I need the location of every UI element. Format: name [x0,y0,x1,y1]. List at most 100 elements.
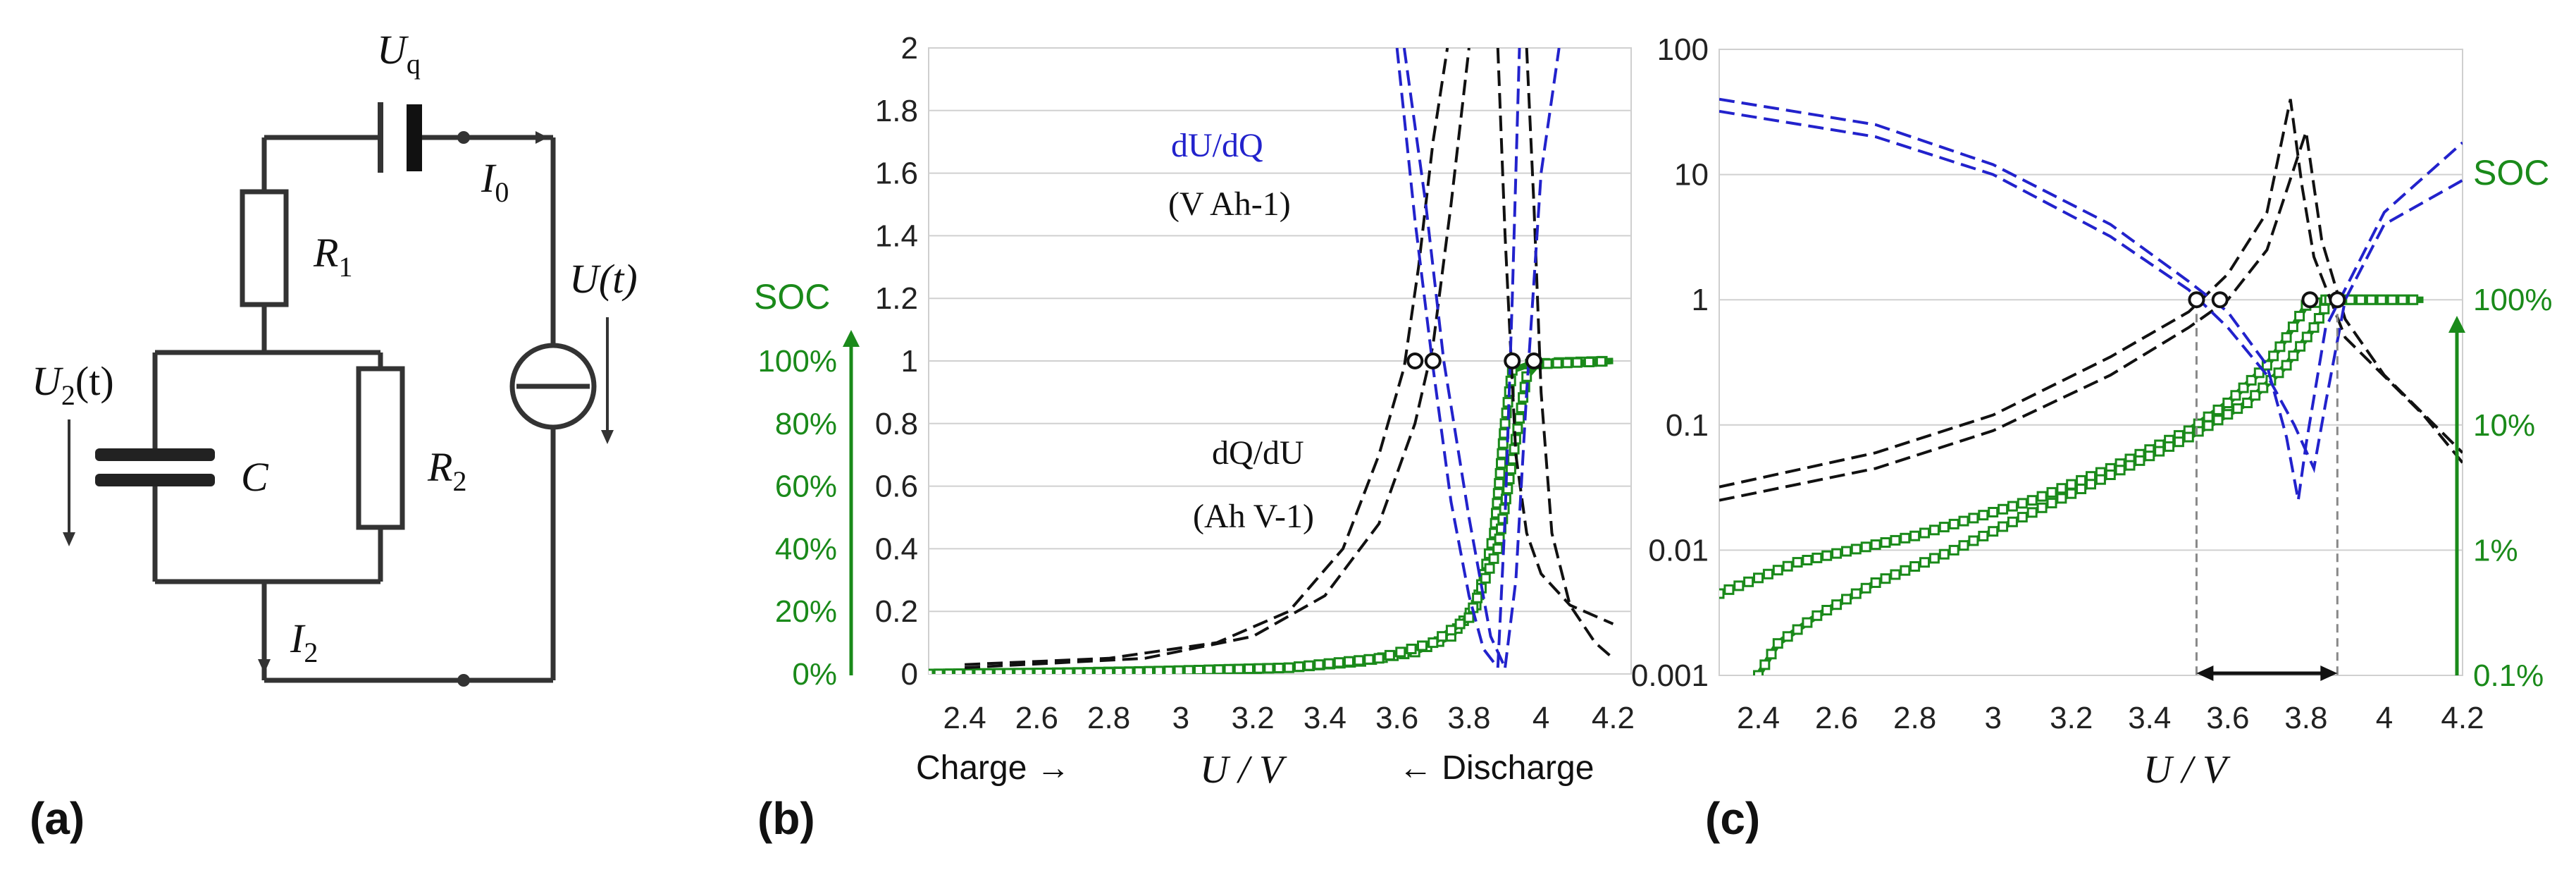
chart-b-soc-marker [1033,668,1044,674]
chart-b-charge-label: Charge → [916,749,1070,787]
node-dot [457,131,470,144]
chart-c-soc-marker [2222,398,2234,408]
chart-b-soc-marker [1561,357,1573,369]
chart-c-xtick-label: 3.2 [2050,701,2093,735]
chart-b-soc-marker [1023,668,1034,674]
chart-c-soc-marker [2258,382,2269,393]
chart-c-soc-marker [1988,507,1999,517]
chart-b-ytick-label: 1.4 [875,219,918,253]
chart-b-soc-marker [1354,655,1365,666]
voltage-arrowhead-u2 [63,532,75,546]
chart-b-xtick-label: 3.6 [1375,701,1418,735]
chart-b-soc-marker [1083,667,1094,674]
chart-c-soc-marker [2355,294,2367,305]
panel-label-c: (c) [1705,793,1760,844]
chart-b-soc-marker [1223,663,1234,674]
chart-b-ytick-label: 0 [901,657,918,692]
chart-c-soc-marker [2386,294,2398,305]
chart-c-soc-marker [2164,441,2175,452]
chart-c-soc-marker [1753,670,1764,675]
chart-c-soc-marker [2173,436,2184,448]
chart-c-soc-marker [2105,470,2116,480]
chart-b-soc-marker [1373,653,1385,664]
chart-c-soc-marker [1880,573,1891,584]
chart-c-soc-marker [2281,360,2292,371]
chart-b-soc-marker [1494,467,1506,479]
chart-b-xtick-label: 4.2 [1592,701,1635,735]
chart-c-soc-marker [1821,605,1833,615]
chart-b-annot-dqdu: dQ/dU [1212,434,1304,472]
node-dot [457,674,470,687]
chart-b-soc-marker [1488,553,1499,564]
chart-c-soc-marker [1919,557,1930,568]
chart-c-soc-marker [1753,572,1764,584]
chart-c-soc-marker [1759,659,1771,670]
chart-c-soc-marker [1802,555,1813,565]
chart-c-soc-marker [2242,398,2253,408]
chart-c-xtick-label: 2.6 [1815,701,1858,735]
chart-b-soc-marker [1063,667,1075,674]
chart-c-soc-marker [2017,512,2028,523]
chart-c-soc-marker [2232,403,2243,415]
chart-c-soc-arrowhead [2448,316,2465,333]
chart-c-soc-marker [2319,303,2330,314]
chart-b-annot-dudq-unit: (V Ah-1) [1168,185,1291,223]
chart-c-soc-marker [1719,588,1725,599]
chart-c-soc-tick-label: 1% [2473,533,2518,568]
chart-b-soc-marker [1505,463,1516,474]
chart-b-gridlines [929,47,1631,675]
chart-c-soc-marker [1860,541,1871,553]
chart-c-soc-marker [2017,498,2028,509]
chart-b-soc-marker [1484,563,1495,574]
chart-b-soc-marker [1499,418,1511,429]
chart-c-soc-marker [1948,518,1959,529]
chart-c-soc-marker [1723,584,1735,595]
chart-c-crossing-marker [2301,291,2319,309]
chart-c-soc-marker [1841,546,1852,557]
label-i2: I2 [290,615,318,668]
chart-b-series-5 [1525,48,1614,660]
chart-c-yticks: 0.001 0.01 0.1 1 10 100 [1631,32,1709,693]
chart-c-soc-marker [1782,631,1793,642]
chart-c-soc-marker [1928,553,1940,564]
chart-c-soc-marker [2308,322,2320,333]
chart-c-soc-marker [2301,331,2312,343]
chart-b-soc-tick-label: 20% [775,594,837,629]
chart-b-soc-marker [1384,649,1395,661]
chart-b-soc-marker [1323,658,1335,669]
chart-b-soc-marker [1183,665,1194,674]
label-i0: I0 [481,155,509,208]
chart-c-soc-marker [1978,530,1989,541]
chart-b-soc-marker [1073,667,1084,674]
chart-c-soc-label: SOC [2473,153,2549,192]
chart-c-soc-tick-label: 100% [2473,283,2553,317]
chart-b-xtick-label: 3 [1172,701,1189,735]
chart-b-soc-marker [973,668,984,674]
current-arrow-i0 [535,131,548,144]
chart-c-soc-marker [1948,544,1959,556]
chart-b-soc-marker [1583,357,1594,367]
chart-c-soc-marker [1890,534,1901,546]
chart-b-soc-marker [1163,666,1175,674]
chart-c-soc-marker [2408,294,2419,305]
chart-b-ytick-label: 1.6 [875,157,918,191]
chart-b-soc-arrowhead [843,330,860,347]
chart-c-soc-marker [2066,488,2077,499]
chart-c-soc-marker [1841,594,1852,605]
chart-c-soc-marker [2287,321,2298,333]
chart-b-soc-marker [1497,448,1508,459]
chart-c-soc-marker [1909,561,1921,572]
chart-c-xtick-label: 3 [1984,701,2001,735]
chart-b-xtick-label: 4 [1532,701,1549,735]
chart-c-soc-marker [2046,498,2057,509]
chart-c-soc-marker [1812,610,1823,621]
chart-c-soc-marker [1938,548,1950,560]
chart-c-soc-marker [1928,525,1940,536]
chart-c-soc-marker [2144,450,2155,462]
capacitor-plate-bottom [95,474,215,486]
chart-c-soc-marker [2212,415,2224,426]
chart-c-gridlines [1719,49,2463,676]
chart-c-ytick-label: 0.01 [1648,533,1709,568]
chart-b-soc-tick-label: 100% [757,344,837,379]
